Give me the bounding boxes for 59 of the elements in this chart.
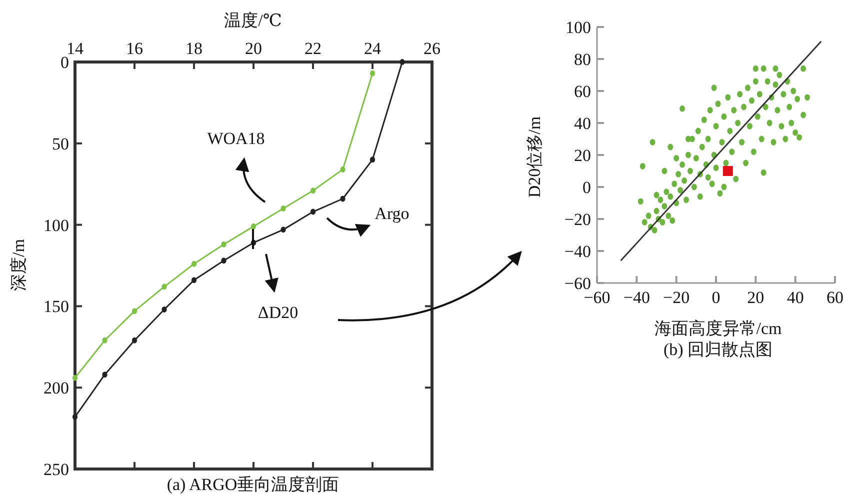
point	[400, 59, 405, 65]
y-tick-label: −60	[564, 274, 591, 293]
x-tick-label: −40	[623, 288, 650, 307]
point	[250, 223, 256, 230]
point	[310, 188, 316, 194]
y-tick-label: −40	[564, 242, 591, 261]
x-axis-title: 海面高度异常/cm	[654, 319, 782, 338]
y-tick-label: 80	[574, 50, 591, 69]
point	[280, 206, 286, 212]
point	[72, 414, 78, 420]
point	[162, 284, 167, 290]
point	[370, 156, 376, 163]
point	[370, 70, 376, 76]
point	[340, 166, 346, 172]
x-tick-label: 14	[66, 39, 84, 58]
point	[280, 226, 286, 233]
x-tick-label: 26	[424, 39, 440, 58]
y-tick-label: 150	[44, 297, 69, 316]
y-tick-label: 0	[60, 53, 69, 72]
point	[102, 337, 108, 344]
x-tick-label: 20	[747, 288, 764, 307]
point	[310, 208, 316, 215]
y-axis-title: 深度/m	[9, 239, 28, 291]
point	[191, 260, 197, 267]
point	[102, 372, 108, 378]
x-tick-label: 40	[786, 288, 804, 307]
point	[132, 308, 138, 314]
y-tick-label: 60	[574, 82, 591, 101]
text: (b) 回归散点图	[663, 340, 773, 359]
point	[191, 277, 197, 284]
y-tick-label: 40	[574, 114, 591, 133]
x-tick-label: 60	[826, 288, 844, 307]
x-tick-label: 0	[712, 288, 720, 307]
y-tick-label: 20	[574, 146, 591, 165]
y-axis-title: D20位移/m	[525, 116, 544, 198]
point	[132, 337, 138, 344]
y-tick-label: 250	[44, 460, 69, 479]
x-axis-title: 温度/℃	[224, 11, 282, 30]
annotation: ΔD20	[258, 303, 298, 322]
point	[72, 374, 78, 381]
y-tick-label: 100	[566, 18, 591, 37]
x-tick-label: 16	[126, 39, 143, 58]
y-tick-label: −20	[564, 210, 591, 229]
x-tick-label: 18	[186, 39, 202, 58]
point	[221, 241, 226, 248]
x-tick-label: 20	[245, 39, 262, 58]
series-label: Argo	[374, 204, 410, 223]
y-tick-label: 50	[52, 134, 69, 154]
point	[162, 306, 167, 312]
x-tick-label: 22	[304, 39, 322, 58]
text: (a) ARGO垂向温度剖面	[166, 475, 340, 494]
point	[221, 258, 226, 264]
y-tick-label: 0	[582, 178, 591, 197]
text: WOA18	[207, 129, 265, 148]
y-tick-label: 100	[44, 216, 69, 235]
x-tick-label: −20	[663, 288, 690, 307]
y-tick-label: 200	[44, 378, 69, 398]
x-tick-label: 24	[364, 39, 382, 58]
point	[340, 196, 346, 202]
